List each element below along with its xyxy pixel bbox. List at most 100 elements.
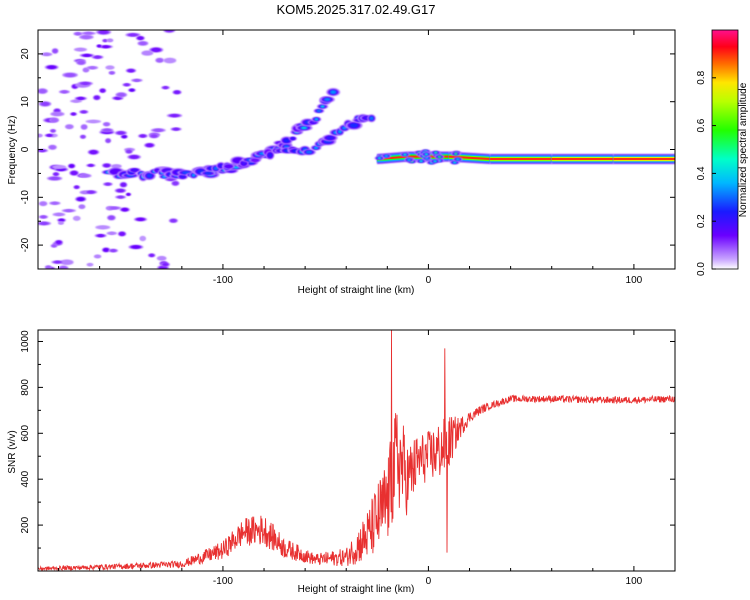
spectrogram-cell bbox=[129, 69, 133, 72]
spectrogram-heatmap bbox=[38, 30, 675, 269]
spectrogram-cell bbox=[320, 105, 325, 108]
spectrogram-cell bbox=[327, 136, 333, 139]
spectrogram-cell bbox=[72, 113, 75, 116]
spectrogram-cell bbox=[613, 158, 675, 161]
spectrogram-cell bbox=[110, 71, 113, 74]
spectrogram-cell bbox=[57, 241, 61, 244]
spectrogram-cell bbox=[434, 151, 438, 154]
spectrogram-cell bbox=[98, 234, 103, 237]
spectrogram-cell bbox=[106, 183, 110, 186]
spectrogram-cell bbox=[43, 102, 47, 105]
spectrogram-cell bbox=[41, 215, 45, 218]
spectrogram-cell bbox=[74, 100, 78, 103]
spectrogram-cell bbox=[67, 74, 73, 77]
snr-ticks: -100 0 100 200 400 600 800 1000 bbox=[20, 330, 676, 587]
spectrogram-cell bbox=[174, 128, 178, 131]
spectrogram-cell bbox=[183, 171, 189, 174]
spectrogram-cell bbox=[119, 131, 123, 134]
spectrogram-cell bbox=[433, 160, 437, 163]
spectrogram-cell bbox=[133, 246, 139, 249]
spectrogram-cell bbox=[219, 164, 223, 167]
spectrogram-cell bbox=[384, 154, 388, 157]
spectrogram-cell bbox=[95, 56, 100, 59]
spectrogram-cell bbox=[192, 174, 195, 177]
spectrogram-cell bbox=[56, 213, 61, 216]
spectrogram-cell bbox=[90, 120, 96, 123]
spectrogram-cell bbox=[403, 153, 407, 156]
snr-x-tick-label: -100 bbox=[213, 576, 233, 587]
spectrogram-cell bbox=[88, 263, 92, 266]
spectrogram-cell bbox=[407, 158, 411, 161]
snr-y-tick-label: 400 bbox=[20, 470, 31, 487]
spectrogram-cell bbox=[164, 86, 167, 89]
spectrogram-cell bbox=[338, 130, 342, 133]
spectrogram-cell bbox=[453, 161, 457, 164]
spectrogram-cell bbox=[123, 135, 126, 138]
spectrogram-cell bbox=[72, 171, 76, 174]
spectrogram-cell bbox=[141, 134, 145, 137]
spectrogram-cell bbox=[105, 123, 108, 126]
chart-title: KOM5.2025.317.02.49.G17 bbox=[276, 2, 435, 17]
spectrogram-cell bbox=[490, 158, 552, 161]
spectrogram-cell bbox=[214, 167, 218, 170]
spectrogram-cell bbox=[70, 165, 73, 168]
spectrogram-x-tick-label: -100 bbox=[213, 275, 233, 286]
spectrogram-cell bbox=[84, 54, 90, 57]
spectrogram-y-tick-label: -10 bbox=[20, 190, 31, 205]
spectrogram-cell bbox=[100, 226, 106, 229]
spectrogram-cell bbox=[235, 159, 241, 162]
spectrogram-cell bbox=[105, 164, 109, 167]
spectrogram-cell bbox=[62, 90, 67, 93]
spectrogram-cell bbox=[56, 165, 62, 168]
spectrogram-cell bbox=[108, 66, 112, 69]
spectrogram-cell bbox=[108, 39, 112, 42]
spectrogram-y-axis-title: Frequency (Hz) bbox=[7, 116, 18, 185]
spectrogram-cell bbox=[153, 48, 159, 51]
spectrogram-cell bbox=[351, 124, 357, 127]
spectrogram-cell bbox=[41, 222, 47, 225]
spectrogram-cell bbox=[52, 119, 56, 122]
spectrogram-cell bbox=[53, 202, 57, 205]
spectrogram-cell bbox=[233, 166, 239, 169]
spectrogram-cell bbox=[130, 33, 136, 36]
spectrogram-cell bbox=[145, 52, 150, 55]
spectrogram-cell bbox=[122, 183, 125, 186]
colorbar-frame bbox=[711, 29, 739, 270]
spectrogram-cell bbox=[268, 153, 272, 157]
colorbar-gradient bbox=[712, 30, 738, 269]
spectrogram-cell bbox=[96, 255, 99, 258]
spectrogram-cell bbox=[54, 173, 58, 176]
spectrogram-cell bbox=[113, 170, 119, 173]
spectrogram-cell bbox=[64, 261, 69, 264]
spectrogram-cell bbox=[110, 232, 114, 235]
spectrogram-cell bbox=[141, 42, 145, 45]
spectrogram-cell bbox=[115, 97, 120, 100]
spectrogram-cell bbox=[127, 150, 131, 153]
spectrogram-cell bbox=[107, 139, 110, 142]
spectrogram-cell bbox=[311, 121, 316, 124]
spectrogram-cell bbox=[171, 219, 175, 222]
spectrogram-cell bbox=[123, 208, 127, 211]
spectrogram-cell bbox=[158, 59, 161, 62]
spectrogram-cell bbox=[152, 135, 156, 138]
spectrogram-cell bbox=[49, 66, 54, 69]
colorbar-tick-label: 0.8 bbox=[696, 70, 707, 84]
spectrogram-cell bbox=[456, 158, 460, 161]
spectrogram-cell bbox=[132, 155, 137, 158]
snr-series-line bbox=[38, 330, 675, 571]
spectrogram-cell bbox=[424, 153, 428, 156]
spectrogram-cell bbox=[91, 151, 96, 154]
spectrogram-cell bbox=[301, 126, 307, 129]
spectrogram-cell bbox=[448, 155, 491, 161]
spectrogram-cell bbox=[125, 83, 129, 86]
spectrogram-cell bbox=[86, 32, 91, 35]
spectrogram-cell bbox=[52, 244, 56, 247]
spectrogram-cell bbox=[66, 209, 72, 212]
colorbar-tick-label: 0.2 bbox=[696, 214, 707, 228]
spectrogram-cell bbox=[68, 125, 71, 128]
spectrogram-cell bbox=[174, 182, 177, 185]
spectrogram-cell bbox=[38, 134, 41, 137]
spectrogram-cell bbox=[110, 216, 113, 219]
